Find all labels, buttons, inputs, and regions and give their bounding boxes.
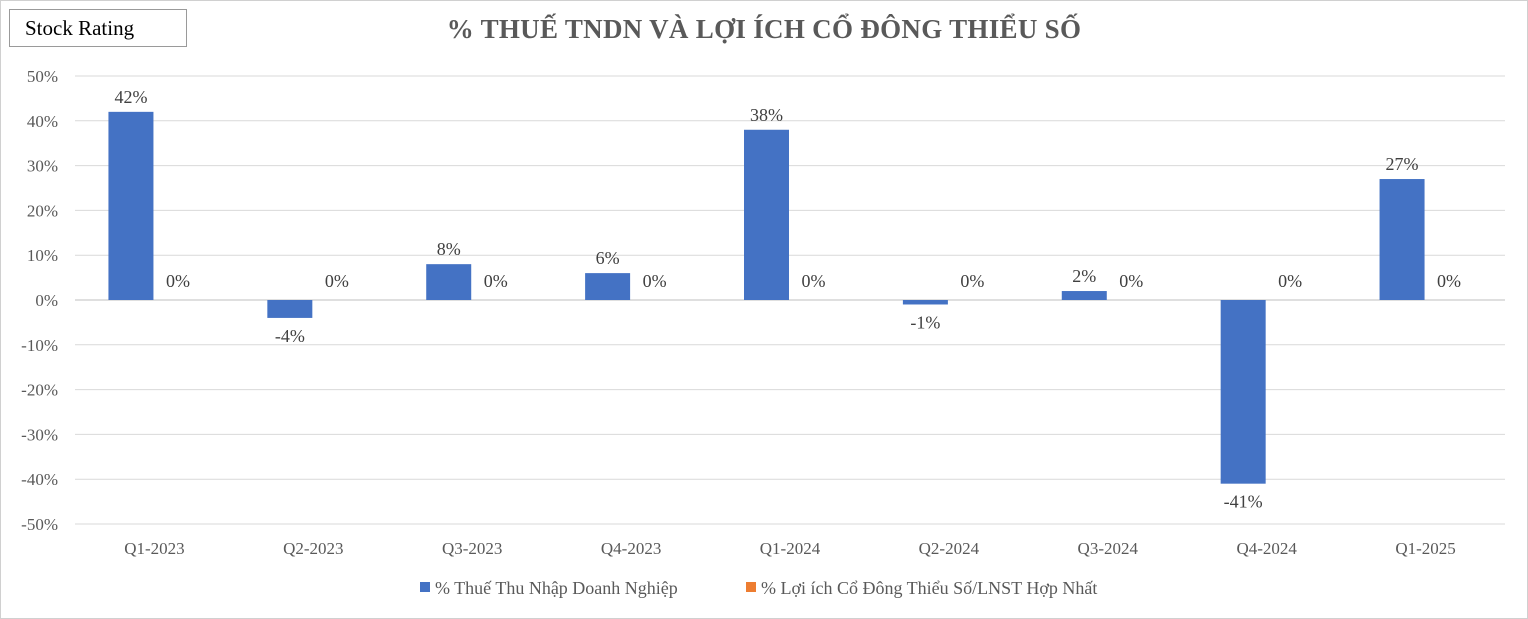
- data-label-minority: 0%: [1278, 271, 1302, 291]
- legend-label-tax: % Thuế Thu Nhập Doanh Nghiệp: [435, 578, 678, 598]
- y-tick-label: 50%: [27, 67, 58, 86]
- data-label-tax: 27%: [1386, 154, 1419, 174]
- data-label-tax: 2%: [1072, 266, 1096, 286]
- x-tick-label: Q3-2024: [1078, 539, 1139, 558]
- x-tick-label: Q4-2023: [601, 539, 661, 558]
- bar-tax: [1379, 179, 1425, 300]
- y-tick-label: 10%: [27, 246, 58, 265]
- y-tick-label: 0%: [35, 291, 58, 310]
- x-axis-ticks: Q1-2023 Q2-2023 Q3-2023 Q4-2023 Q1-2024 Q2-20…: [124, 539, 1456, 558]
- x-tick-label: Q3-2023: [442, 539, 502, 558]
- data-label-minority: 0%: [1119, 271, 1143, 291]
- data-label-tax: 38%: [750, 105, 783, 125]
- chart-title: % THUẾ TNDN VÀ LỢI ÍCH CỔ ĐÔNG THIỂU SỐ: [446, 14, 1082, 44]
- data-label-minority: 0%: [484, 271, 508, 291]
- data-label-tax: -41%: [1224, 492, 1263, 512]
- y-tick-label: -40%: [21, 470, 58, 489]
- y-tick-label: -10%: [21, 336, 58, 355]
- x-tick-label: Q2-2024: [919, 539, 980, 558]
- legend-swatch-minority: [746, 582, 756, 592]
- bar-tax: [902, 300, 948, 305]
- bars: [108, 111, 1425, 484]
- legend-swatch-tax: [420, 582, 430, 592]
- x-tick-label: Q1-2025: [1395, 539, 1455, 558]
- data-label-tax: 6%: [596, 248, 620, 268]
- x-tick-label: Q4-2024: [1236, 539, 1297, 558]
- data-label-minority: 0%: [325, 271, 349, 291]
- y-tick-label: -30%: [21, 425, 58, 444]
- gridlines: [75, 75, 1505, 525]
- bar-tax: [426, 264, 472, 300]
- x-tick-label: Q2-2023: [283, 539, 343, 558]
- bar-tax: [1061, 291, 1107, 300]
- y-tick-label: 30%: [27, 157, 58, 176]
- data-labels: 42% 0% -4% 0% 8% 0% 6% 0% 38% 0% -1% 0% 2% 0% -41% 0% 27…: [114, 87, 1461, 512]
- data-label-tax: 8%: [437, 239, 461, 259]
- y-tick-label: 20%: [27, 201, 58, 220]
- data-label-minority: 0%: [1437, 271, 1461, 291]
- data-label-minority: 0%: [802, 271, 826, 291]
- legend: % Thuế Thu Nhập Doanh Nghiệp % Lợi ích Cổ…: [420, 578, 1097, 598]
- bar-tax: [744, 129, 789, 300]
- x-tick-label: Q1-2024: [760, 539, 821, 558]
- data-label-tax: 42%: [114, 87, 147, 107]
- y-tick-label: 40%: [27, 112, 58, 131]
- y-tick-label: -20%: [21, 381, 58, 400]
- y-axis-ticks: 50% 40% 30% 20% 10% 0% -10% -20% -30% -40% -50%: [21, 67, 58, 534]
- data-label-tax: -4%: [275, 326, 305, 346]
- x-tick-label: Q1-2023: [124, 539, 184, 558]
- bar-tax: [1220, 300, 1266, 484]
- data-label-tax: -1%: [910, 312, 940, 332]
- data-label-minority: 0%: [643, 271, 667, 291]
- bar-tax: [108, 111, 154, 300]
- y-tick-label: -50%: [21, 515, 58, 534]
- data-label-minority: 0%: [166, 271, 190, 291]
- stock-rating-badge: Stock Rating: [9, 9, 187, 47]
- bar-tax: [267, 300, 313, 318]
- bar-tax: [585, 273, 631, 300]
- legend-label-minority: % Lợi ích Cổ Đông Thiểu Số/LNST Hợp Nhất: [761, 578, 1097, 598]
- data-label-minority: 0%: [960, 271, 984, 291]
